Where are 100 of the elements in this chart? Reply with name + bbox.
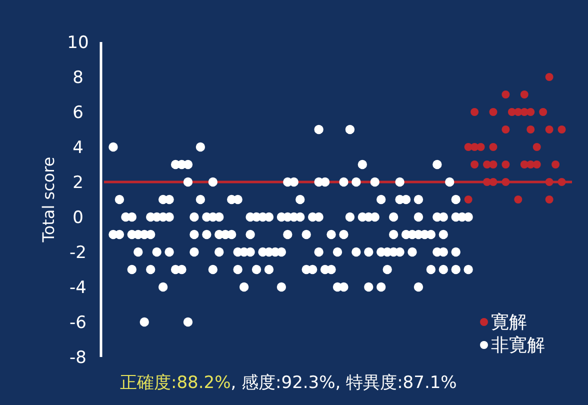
point [214,247,224,257]
point [158,282,168,292]
point [382,264,392,274]
point [438,247,448,257]
point [146,230,156,240]
point [451,247,460,257]
point [314,124,324,134]
point [370,212,380,222]
point [320,177,330,187]
y-tick-label: 4 [72,138,84,158]
point [296,212,305,222]
point [502,126,510,134]
point [388,230,398,240]
point [339,230,348,240]
point [183,160,193,170]
point [264,264,274,274]
point [276,282,286,292]
point [408,247,417,257]
y-tick-label: 6 [72,103,84,123]
point [246,230,255,240]
point [414,194,424,204]
point [395,177,404,187]
point [114,230,124,240]
point [214,212,224,222]
point [302,230,311,240]
point [470,108,479,116]
point [233,264,242,274]
point [558,126,566,134]
point [226,230,236,240]
point [308,264,318,274]
point [489,160,498,168]
point [183,177,193,187]
point [246,247,255,257]
point [502,160,510,168]
text: 正確度:88.2% [120,373,231,393]
point [438,212,448,222]
point [164,194,174,204]
point [376,194,386,204]
point [289,177,298,187]
point [183,317,193,327]
point [470,160,479,168]
point [514,196,522,204]
point [233,194,242,204]
point [426,230,436,240]
point [208,177,218,187]
legend-item: 寛解 [480,312,527,333]
point [196,194,206,204]
point [388,212,398,222]
point [502,90,510,98]
point [196,142,206,152]
point [108,142,118,152]
y-tick-label: 8 [72,68,84,88]
point [164,247,174,257]
point [545,126,554,134]
point [352,247,361,257]
point [326,264,336,274]
point [370,177,380,187]
point [445,177,454,187]
point [326,230,336,240]
point [358,160,368,170]
point [252,264,262,274]
point [532,160,541,168]
point [520,90,528,98]
point [364,282,374,292]
point [190,247,199,257]
point [376,282,386,292]
y-tick-label: 10 [67,33,89,53]
point [202,230,212,240]
y-tick-label: -2 [70,243,86,263]
point [438,230,448,240]
point [451,194,460,204]
point [314,247,324,257]
point [332,247,342,257]
point [134,247,143,257]
point [140,317,149,327]
point [345,212,355,222]
legend-item: 非寛解 [480,335,545,356]
point [545,196,554,204]
point [464,196,472,204]
point [276,247,286,257]
point [432,160,442,170]
y-tick-label: -4 [70,278,86,298]
point [152,247,162,257]
point [352,177,361,187]
point [164,212,174,222]
point [489,143,498,151]
point [395,247,404,257]
point [414,212,424,222]
point [190,230,199,240]
point [558,178,566,186]
point [190,212,199,222]
point [364,247,374,257]
point [283,230,292,240]
y-tick-label: -6 [70,313,86,333]
point [476,143,485,151]
point [239,282,249,292]
legend-label: 非寛解 [491,335,545,356]
legend-label: 寛解 [491,312,527,333]
point [114,194,124,204]
point [502,178,510,186]
